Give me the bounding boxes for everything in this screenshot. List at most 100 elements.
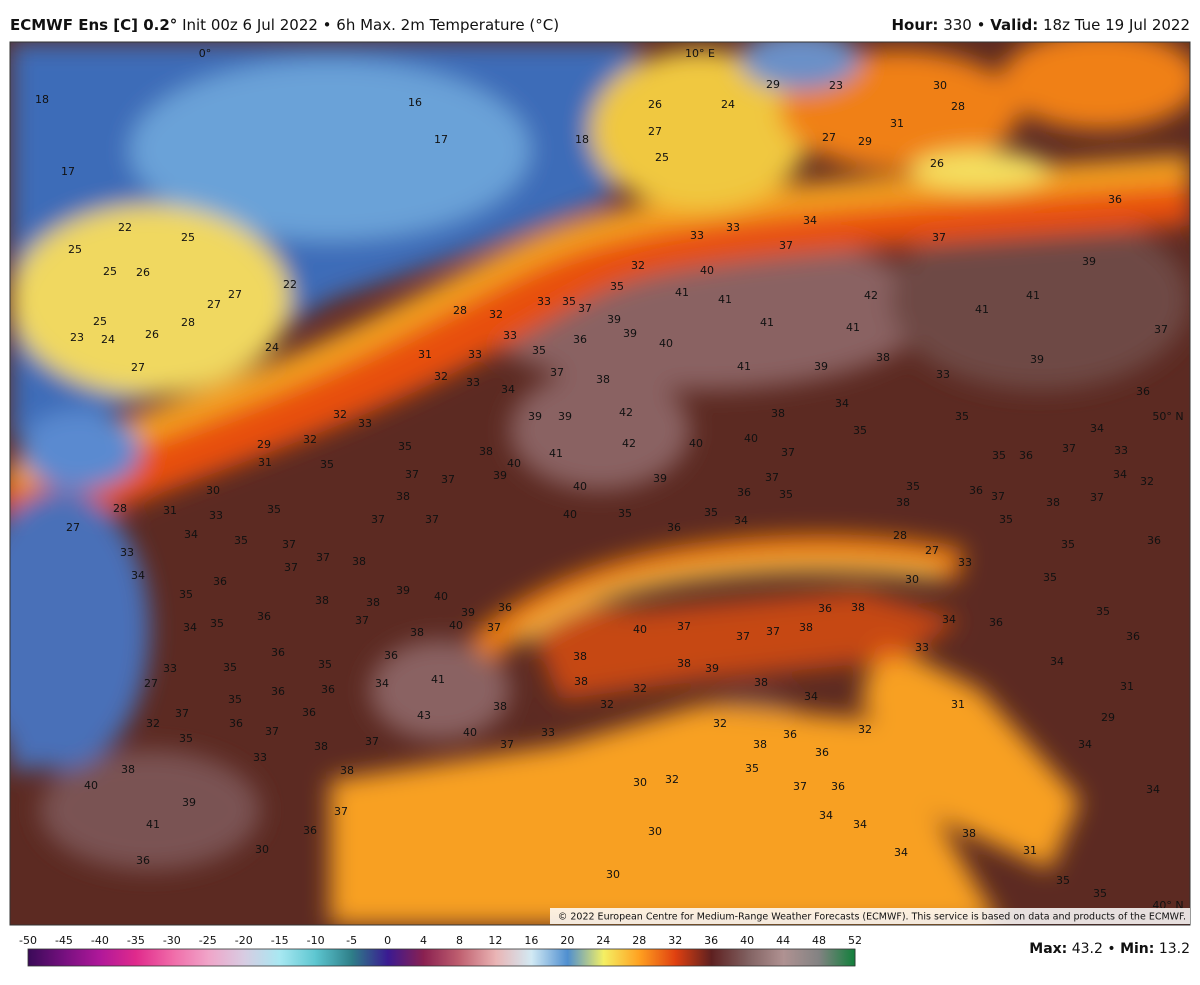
temperature-label: 35 xyxy=(562,295,576,308)
temperature-label: 40 xyxy=(700,264,714,277)
model-title: ECMWF Ens [C] 0.2° xyxy=(10,16,178,34)
temperature-label: 35 xyxy=(618,507,632,520)
temperature-label: 36 xyxy=(302,706,316,719)
temperature-label: 37 xyxy=(284,561,298,574)
temperature-label: 37 xyxy=(991,490,1005,503)
colorbar-frame xyxy=(27,948,856,967)
temperature-label: 17 xyxy=(61,165,75,178)
temperature-label: 27 xyxy=(822,131,836,144)
temperature-label: 29 xyxy=(1101,711,1115,724)
colorbar-tick-label: -40 xyxy=(91,934,109,947)
colorbar: -50 -45 -40 -35 -30 -25 -20 -15 -10 -5 0 4 8 12 16 20 24… xyxy=(19,934,862,967)
temperature-label: 35 xyxy=(992,449,1006,462)
temperature-label: 32 xyxy=(434,370,448,383)
temperature-label: 38 xyxy=(799,621,813,634)
temperature-label: 34 xyxy=(375,677,389,690)
temperature-label: 36 xyxy=(271,646,285,659)
temperature-label: 42 xyxy=(864,289,878,302)
temperature-label: 34 xyxy=(835,397,849,410)
temperature-label: 38 xyxy=(753,738,767,751)
temperature-label: 40 xyxy=(573,480,587,493)
temperature-label: 37 xyxy=(371,513,385,526)
colorbar-segment xyxy=(603,949,640,966)
temperature-label: 35 xyxy=(1056,874,1070,887)
temperature-label: 31 xyxy=(890,117,904,130)
temperature-label: 17 xyxy=(434,133,448,146)
temperature-label: 37 xyxy=(405,468,419,481)
valid-label: Valid: xyxy=(990,16,1039,34)
temperature-label: 38 xyxy=(771,407,785,420)
temperature-label: 40 xyxy=(563,508,577,521)
temperature-label: 40 xyxy=(633,623,647,636)
colorbar-tick-label: 44 xyxy=(776,934,790,947)
temperature-label: 33 xyxy=(726,221,740,234)
temperature-label: 38 xyxy=(596,373,610,386)
temperature-label: 32 xyxy=(858,723,872,736)
hour-label: Hour: xyxy=(891,16,939,34)
temperature-label: 38 xyxy=(896,496,910,509)
colorbar-tick-label: 12 xyxy=(488,934,502,947)
temperature-label: 30 xyxy=(648,825,662,838)
colorbar-tick-label: -25 xyxy=(199,934,217,947)
temperature-label: 26 xyxy=(136,266,150,279)
colorbar-segment xyxy=(495,949,532,966)
temperature-label: 36 xyxy=(1136,385,1150,398)
min-value: 13.2 xyxy=(1158,941,1190,957)
colorbar-tick-label: 0 xyxy=(384,934,391,947)
temperature-label: 31 xyxy=(418,348,432,361)
temperature-label: 37 xyxy=(265,725,279,738)
temperature-label: 30 xyxy=(933,79,947,92)
temperature-label: 42 xyxy=(622,437,636,450)
temperature-label: 33 xyxy=(209,509,223,522)
colorbar-segment xyxy=(567,949,604,966)
temperature-label: 26 xyxy=(145,328,159,341)
temperature-label: 36 xyxy=(213,575,227,588)
colorbar-tick-label: 16 xyxy=(524,934,538,947)
temperature-label: 37 xyxy=(1154,323,1168,336)
temperature-label: 28 xyxy=(113,502,127,515)
temperature-label: 33 xyxy=(163,662,177,675)
colorbar-tick-label: -10 xyxy=(307,934,325,947)
temperature-label: 36 xyxy=(1147,534,1161,547)
temperature-label: 40 xyxy=(463,726,477,739)
temperature-label: 26 xyxy=(648,98,662,111)
temperature-label: 30 xyxy=(633,776,647,789)
temperature-label: 37 xyxy=(355,614,369,627)
temperature-label: 32 xyxy=(713,717,727,730)
temperature-label: 36 xyxy=(229,717,243,730)
temperature-label: 40 xyxy=(659,337,673,350)
temperature-label: 25 xyxy=(181,231,195,244)
copyright: © 2022 European Centre for Medium-Range … xyxy=(558,912,1186,923)
temperature-label: 42 xyxy=(619,406,633,419)
temperature-label: 23 xyxy=(829,79,843,92)
temperature-label: 39 xyxy=(705,662,719,675)
temperature-label: 33 xyxy=(503,329,517,342)
temperature-label: 39 xyxy=(1082,255,1096,268)
colorbar-tick-label: 24 xyxy=(596,934,610,947)
temperature-label: 41 xyxy=(431,673,445,686)
colorbar-tick-label: -45 xyxy=(55,934,73,947)
temperature-label: 34 xyxy=(184,528,198,541)
colorbar-tick-label: 4 xyxy=(420,934,427,947)
header-right: Hour: 330 • Valid: 18z Tue 19 Jul 2022 xyxy=(891,16,1190,34)
temperature-label: 35 xyxy=(610,280,624,293)
colorbar-tick-label: -15 xyxy=(271,934,289,947)
temperature-label: 39 xyxy=(607,313,621,326)
temperature-label: 36 xyxy=(815,746,829,759)
temperature-label: 24 xyxy=(101,333,115,346)
temperature-label: 34 xyxy=(131,569,145,582)
colorbar-segment xyxy=(639,949,676,966)
temperature-label: 37 xyxy=(578,302,592,315)
temperature-label: 34 xyxy=(1146,783,1160,796)
temperature-label: 33 xyxy=(936,368,950,381)
temperature-label: 37 xyxy=(334,805,348,818)
colorbar-segment xyxy=(711,949,748,966)
temperature-label: 33 xyxy=(468,348,482,361)
colorbar-segment xyxy=(351,949,389,966)
temperature-label: 35 xyxy=(1061,538,1075,551)
temperature-label: 41 xyxy=(718,293,732,306)
temperature-field xyxy=(10,42,1190,925)
temperature-label: 33 xyxy=(958,556,972,569)
temperature-label: 29 xyxy=(766,78,780,91)
temperature-label: 25 xyxy=(93,315,107,328)
